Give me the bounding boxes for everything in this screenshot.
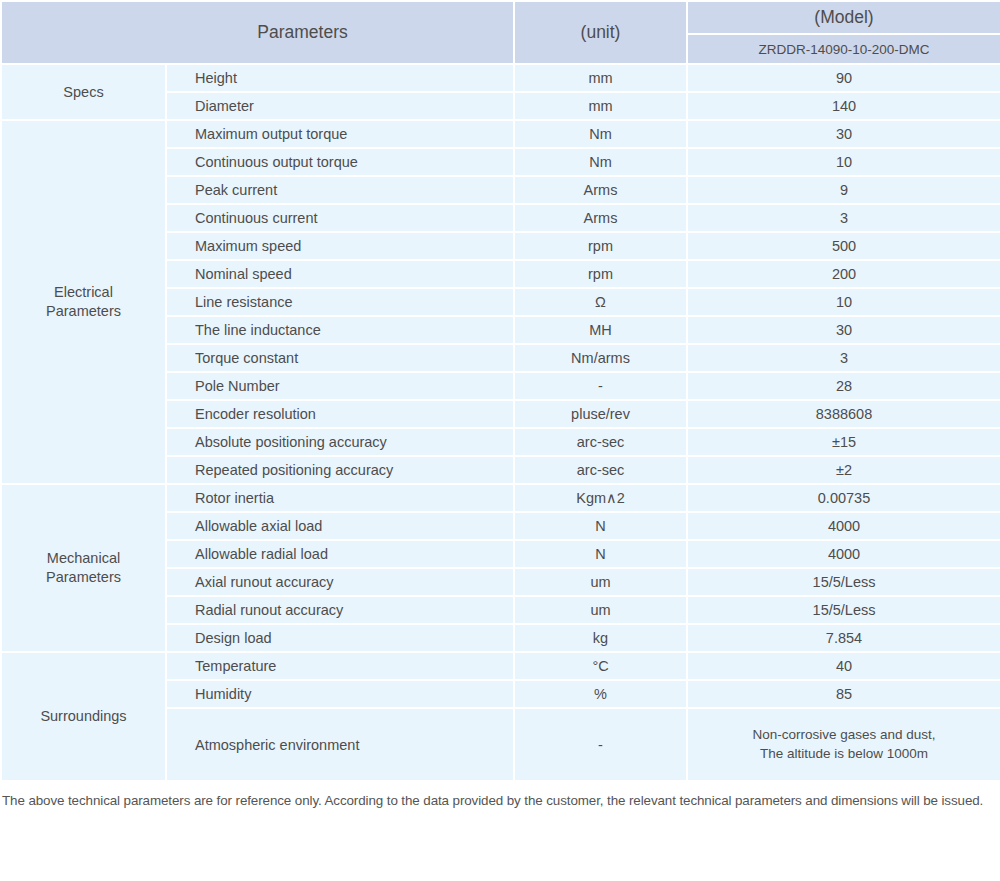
group-cell: Electrical Parameters	[1, 120, 166, 484]
table-row: Mechanical ParametersRotor inertiaKgm∧20…	[1, 484, 1000, 512]
unit-cell: %	[514, 680, 687, 708]
value-cell: ±15	[687, 428, 1000, 456]
value-cell: 0.00735	[687, 484, 1000, 512]
value-cell: Non-corrosive gases and dust, The altitu…	[687, 708, 1000, 781]
header-model-number: ZRDDR-14090-10-200-DMC	[687, 34, 1000, 64]
unit-cell: -	[514, 372, 687, 400]
unit-cell: Nm	[514, 148, 687, 176]
unit-cell: N	[514, 540, 687, 568]
value-cell: 85	[687, 680, 1000, 708]
parameter-name-cell: Maximum speed	[166, 232, 514, 260]
parameter-name-cell: Encoder resolution	[166, 400, 514, 428]
parameter-name-cell: Continuous output torque	[166, 148, 514, 176]
parameter-name-cell: Maximum output torque	[166, 120, 514, 148]
value-cell: 30	[687, 316, 1000, 344]
parameter-name-cell: Radial runout accuracy	[166, 596, 514, 624]
parameter-name-cell: Humidity	[166, 680, 514, 708]
parameter-name-cell: Design load	[166, 624, 514, 652]
unit-cell: um	[514, 568, 687, 596]
parameter-name-cell: Diameter	[166, 92, 514, 120]
table-row: SpecsHeightmm90	[1, 64, 1000, 92]
value-cell: 90	[687, 64, 1000, 92]
value-cell: 9	[687, 176, 1000, 204]
value-cell: 28	[687, 372, 1000, 400]
value-cell: 10	[687, 148, 1000, 176]
value-cell: 30	[687, 120, 1000, 148]
value-cell: ±2	[687, 456, 1000, 484]
unit-cell: um	[514, 596, 687, 624]
group-cell: Mechanical Parameters	[1, 484, 166, 652]
unit-cell: mm	[514, 92, 687, 120]
group-cell: Specs	[1, 64, 166, 120]
unit-cell: Nm	[514, 120, 687, 148]
header-unit: (unit)	[514, 1, 687, 64]
unit-cell: Arms	[514, 204, 687, 232]
parameter-name-cell: Height	[166, 64, 514, 92]
unit-cell: rpm	[514, 232, 687, 260]
table-row: Electrical ParametersMaximum output torq…	[1, 120, 1000, 148]
parameter-name-cell: Allowable radial load	[166, 540, 514, 568]
value-cell: 4000	[687, 512, 1000, 540]
parameters-table: Parameters (unit) (Model) ZRDDR-14090-10…	[0, 0, 1000, 782]
value-cell: 15/5/Less	[687, 596, 1000, 624]
parameter-name-cell: Continuous current	[166, 204, 514, 232]
table-body: SpecsHeightmm90Diametermm140Electrical P…	[1, 64, 1000, 781]
table-row: SurroundingsTemperature°C40	[1, 652, 1000, 680]
unit-cell: °C	[514, 652, 687, 680]
parameter-name-cell: Atmospheric environment	[166, 708, 514, 781]
unit-cell: arc-sec	[514, 428, 687, 456]
parameter-name-cell: Torque constant	[166, 344, 514, 372]
table-header: Parameters (unit) (Model) ZRDDR-14090-10…	[1, 1, 1000, 64]
unit-cell: -	[514, 708, 687, 781]
unit-cell: Kgm∧2	[514, 484, 687, 512]
header-parameters: Parameters	[1, 1, 514, 64]
value-cell: 3	[687, 204, 1000, 232]
value-cell: 500	[687, 232, 1000, 260]
parameter-name-cell: Absolute positioning accuracy	[166, 428, 514, 456]
unit-cell: arc-sec	[514, 456, 687, 484]
parameter-name-cell: Axial runout accuracy	[166, 568, 514, 596]
value-cell: 3	[687, 344, 1000, 372]
parameter-name-cell: Rotor inertia	[166, 484, 514, 512]
value-cell: 15/5/Less	[687, 568, 1000, 596]
value-cell: 140	[687, 92, 1000, 120]
unit-cell: pluse/rev	[514, 400, 687, 428]
header-model: (Model)	[687, 1, 1000, 34]
value-cell: 4000	[687, 540, 1000, 568]
value-cell: 10	[687, 288, 1000, 316]
unit-cell: N	[514, 512, 687, 540]
parameter-name-cell: Repeated positioning accuracy	[166, 456, 514, 484]
unit-cell: mm	[514, 64, 687, 92]
unit-cell: kg	[514, 624, 687, 652]
parameter-name-cell: Nominal speed	[166, 260, 514, 288]
group-cell: Surroundings	[1, 652, 166, 781]
parameter-name-cell: The line inductance	[166, 316, 514, 344]
value-cell: 7.854	[687, 624, 1000, 652]
parameter-name-cell: Allowable axial load	[166, 512, 514, 540]
unit-cell: MH	[514, 316, 687, 344]
footer-note: The above technical parameters are for r…	[0, 782, 1000, 818]
unit-cell: rpm	[514, 260, 687, 288]
value-cell: 40	[687, 652, 1000, 680]
unit-cell: Arms	[514, 176, 687, 204]
parameter-name-cell: Temperature	[166, 652, 514, 680]
parameter-name-cell: Peak current	[166, 176, 514, 204]
value-cell: 200	[687, 260, 1000, 288]
unit-cell: Nm/arms	[514, 344, 687, 372]
parameter-name-cell: Pole Number	[166, 372, 514, 400]
unit-cell: Ω	[514, 288, 687, 316]
value-cell: 8388608	[687, 400, 1000, 428]
parameter-name-cell: Line resistance	[166, 288, 514, 316]
